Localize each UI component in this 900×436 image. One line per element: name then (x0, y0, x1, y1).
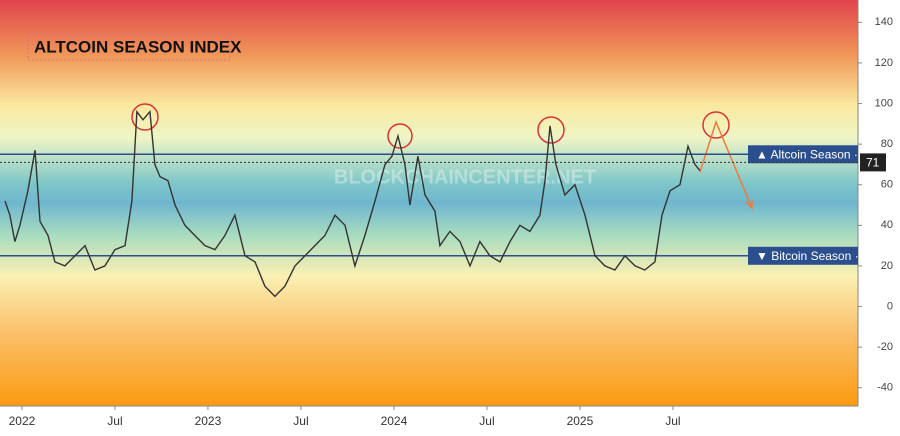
y-tick-label: 80 (881, 138, 893, 150)
y-tick-label: 60 (881, 179, 893, 191)
y-tick-label: 140 (875, 16, 893, 28)
x-tick-label: Jul (479, 414, 494, 428)
y-tick-label: -40 (877, 382, 893, 394)
y-tick-label: 40 (881, 219, 893, 231)
reference-label: ▼ Bitcoin Season · 25 (756, 249, 876, 263)
peak-circle (387, 123, 413, 149)
y-tick-label: 100 (875, 97, 893, 109)
peak-circle (537, 116, 565, 144)
y-tick-label: -20 (877, 341, 893, 353)
chart-title: ALTCOIN SEASON INDEX (34, 37, 242, 56)
projection-arrow (699, 119, 753, 209)
x-tick-label: Jul (665, 414, 680, 428)
x-tick-label: 2025 (567, 414, 594, 428)
y-tick-label: 0 (887, 300, 893, 312)
peak-circle (702, 111, 730, 139)
x-tick-label: Jul (107, 414, 122, 428)
series-line (4, 109, 701, 298)
current-value-label: 71 (866, 156, 880, 170)
title-box (27, 33, 231, 61)
reference-label: ▲ Altcoin Season · 75 (756, 147, 875, 161)
y-tick-label: 120 (875, 57, 893, 69)
x-tick-label: 2022 (9, 414, 36, 428)
watermark: BLOCKCHAINCENTER.NET (334, 166, 596, 188)
arrow-head (745, 200, 753, 210)
reference-label-box (748, 145, 858, 164)
annotations (131, 103, 753, 210)
reference-label-box (748, 246, 858, 265)
y-tick-label: 20 (881, 260, 893, 272)
current-value-box (860, 153, 886, 172)
plot-background (0, 0, 858, 406)
x-tick-label: 2023 (195, 414, 222, 428)
peak-circle (131, 103, 159, 131)
x-tick-label: Jul (293, 414, 308, 428)
x-tick-label: 2024 (381, 414, 408, 428)
